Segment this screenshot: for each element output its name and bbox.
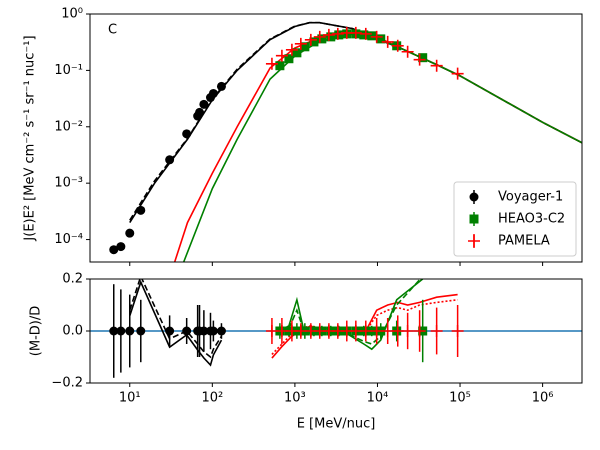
data-point (334, 30, 344, 40)
data-point (313, 30, 326, 43)
x-tick-label: 10² (201, 391, 223, 406)
data-point (359, 27, 372, 40)
legend-marker (468, 235, 480, 247)
data-point (304, 33, 317, 46)
data-point (413, 325, 426, 337)
data-point (376, 34, 386, 44)
data-point (265, 57, 278, 70)
panel-label: C (108, 23, 117, 38)
data-point (367, 31, 377, 41)
legend-label: PAMELA (498, 234, 550, 249)
data-point (216, 326, 226, 336)
y-tick-label: 10⁻² (54, 119, 83, 134)
data-point (381, 35, 394, 48)
data-point (359, 325, 372, 337)
legend-label: HEAO3-C2 (498, 212, 565, 227)
data-point (199, 99, 209, 109)
data-point (125, 326, 135, 336)
data-point (294, 37, 307, 50)
top-plot-area (109, 21, 582, 262)
data-point (109, 326, 119, 336)
data-point (208, 326, 218, 336)
y-tick-label: −0.2 (51, 376, 83, 391)
data-point (275, 325, 288, 337)
data-point (359, 30, 369, 40)
data-point (300, 42, 310, 52)
data-point (275, 61, 285, 71)
data-point (116, 326, 126, 336)
data-point (216, 81, 226, 91)
data-point (165, 155, 175, 165)
data-point (349, 26, 362, 39)
data-point (309, 37, 319, 47)
data-point (284, 54, 294, 64)
legend-marker (469, 214, 479, 224)
data-point (195, 107, 205, 117)
data-point (401, 325, 414, 337)
residual-plot-area (90, 279, 582, 378)
data-point (430, 325, 443, 337)
data-point (199, 326, 209, 336)
y-tick-label: 0.2 (62, 272, 83, 287)
residual-y-axis-label: (M-D)/D (29, 306, 44, 356)
x-tick-label: 10⁴ (367, 391, 389, 406)
data-point (136, 326, 146, 336)
data-point (182, 129, 192, 139)
data-point (413, 53, 426, 66)
data-point (292, 48, 302, 58)
y-tick-label: 0.0 (62, 324, 83, 339)
x-tick-label: 10³ (284, 391, 306, 406)
data-point (136, 205, 146, 215)
y-tick-label: 10⁻¹ (54, 63, 83, 78)
data-point (451, 325, 464, 337)
y-tick-label: 10⁻⁴ (54, 232, 83, 247)
data-point (451, 67, 464, 80)
data-point (370, 30, 383, 43)
data-point (381, 325, 394, 337)
x-tick-label: 10⁶ (532, 391, 554, 406)
data-point (322, 28, 335, 41)
data-point (430, 59, 443, 72)
data-point (285, 43, 298, 56)
data-point (125, 228, 135, 238)
y-tick-label: 10⁻³ (54, 176, 83, 191)
x-tick-label: 10⁵ (449, 391, 471, 406)
x-tick-label: 10¹ (119, 391, 141, 406)
data-point (317, 34, 327, 44)
legend-marker (469, 192, 479, 202)
data-point (294, 325, 307, 337)
data-point (391, 39, 404, 52)
data-point (109, 245, 119, 255)
legend-label: Voyager-1 (498, 190, 563, 205)
data-point (208, 88, 218, 98)
data-point (326, 32, 336, 42)
legend-box (453, 181, 577, 257)
data-point (418, 53, 428, 63)
axes-frame (89, 13, 583, 263)
data-point (275, 49, 288, 62)
data-point (165, 326, 175, 336)
data-point (116, 242, 126, 252)
y-tick-label: 10⁰ (61, 7, 83, 22)
data-point (331, 27, 344, 40)
data-point (401, 45, 414, 58)
data-point (182, 326, 192, 336)
y-axis-label: J(E)E² [MeV cm⁻² s⁻¹ sr⁻¹ nuc⁻¹] (23, 35, 38, 241)
data-point (370, 325, 383, 337)
x-axis-label: E [MeV/nuc] (297, 417, 376, 432)
